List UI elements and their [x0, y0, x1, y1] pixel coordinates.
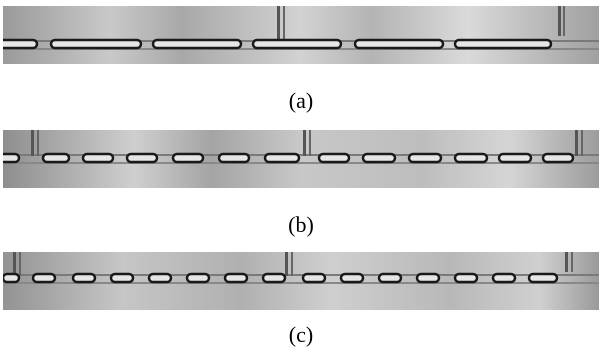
droplet-strip-c: [3, 252, 599, 310]
caption-a: (a): [288, 88, 314, 113]
droplet-strip-b: [3, 130, 599, 188]
caption-c: (c): [288, 322, 314, 347]
caption-b: (b): [288, 212, 314, 237]
droplet-strip-a: [3, 6, 599, 64]
